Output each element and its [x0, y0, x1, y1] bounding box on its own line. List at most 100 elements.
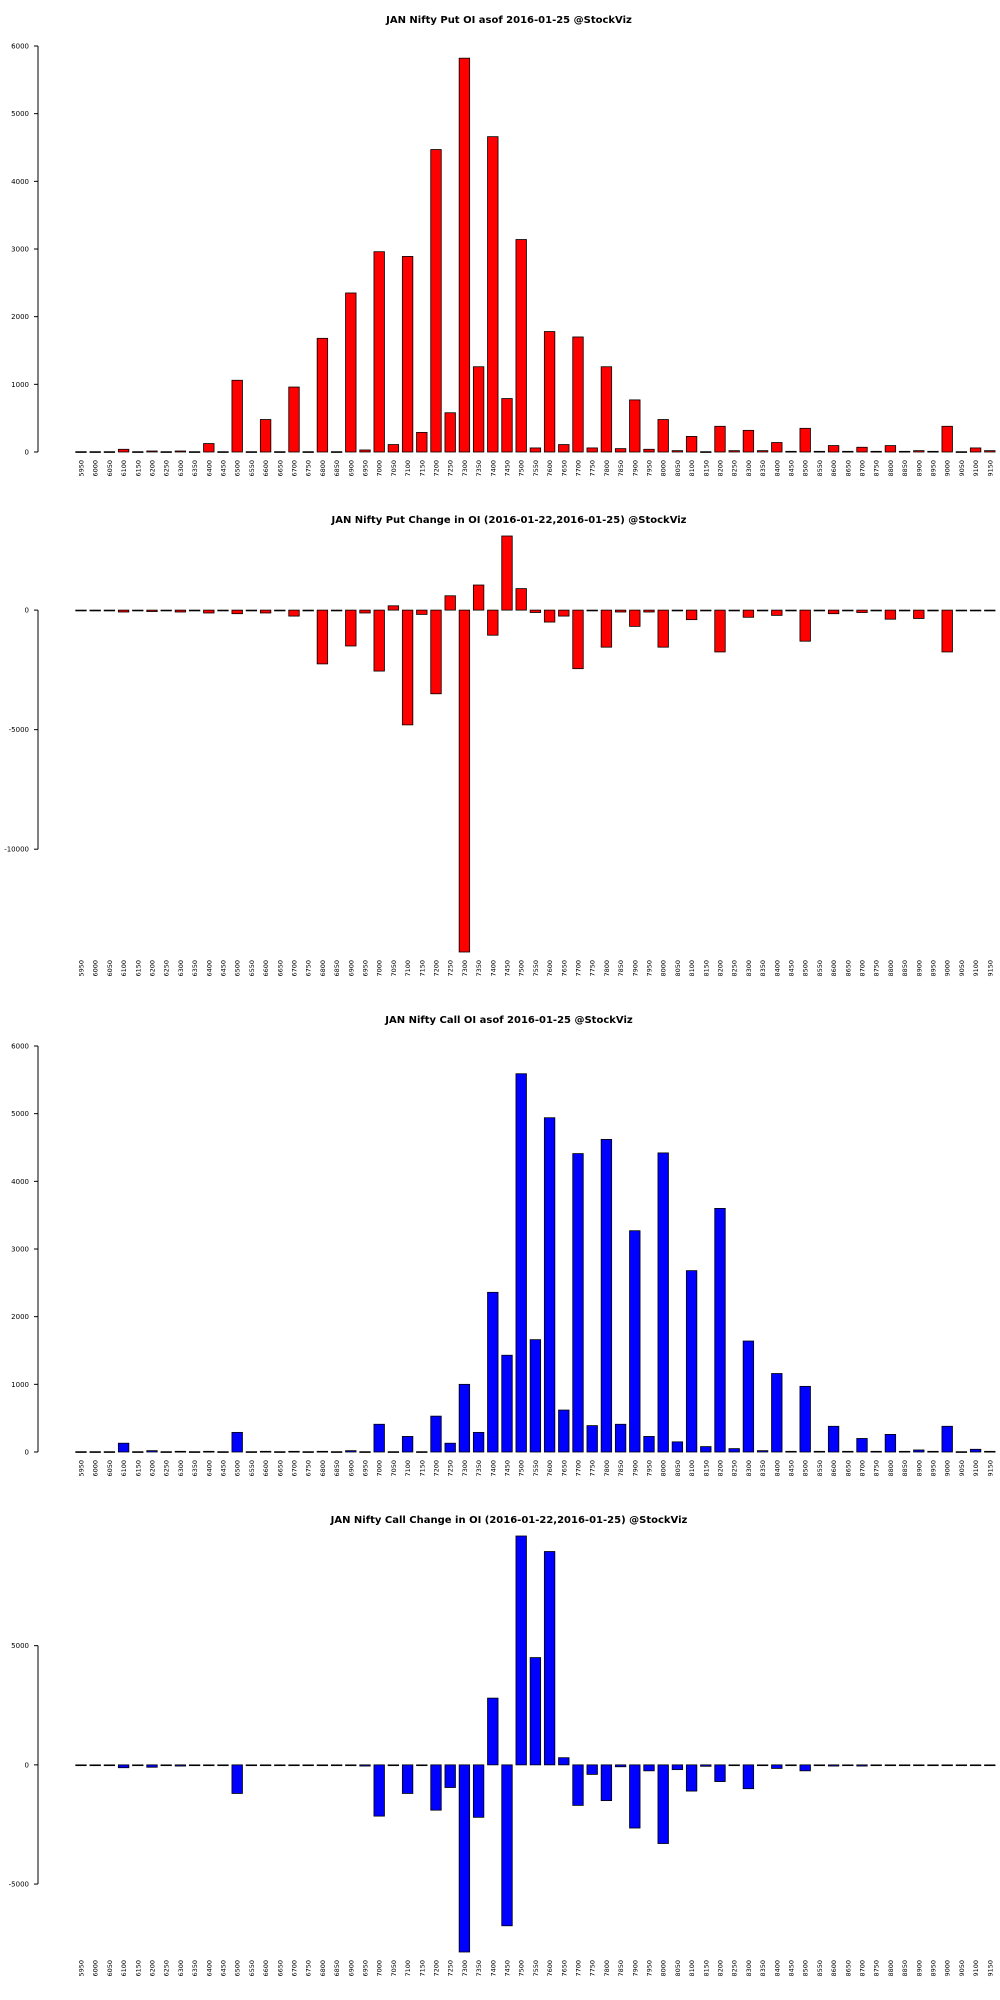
- x-tick-label: 6100: [120, 960, 128, 977]
- bar-8800: [884, 1434, 897, 1453]
- x-tick-label: 6600: [262, 460, 270, 477]
- x-tick-label: 8200: [717, 1460, 725, 1477]
- x-tick-label: 6850: [333, 460, 341, 477]
- bar-8300: [742, 429, 755, 453]
- x-tick-label: 8750: [873, 960, 881, 977]
- bar-7950: [643, 609, 655, 613]
- x-tick-label: 8950: [930, 960, 938, 977]
- x-tick-label: 8700: [859, 1460, 867, 1477]
- x-tick-label: 7000: [376, 960, 384, 977]
- y-tick-label: 5000: [11, 1110, 29, 1118]
- x-tick-label: 7600: [546, 460, 554, 477]
- bar-9000: [941, 425, 953, 453]
- x-tick-label: 7000: [376, 1460, 384, 1477]
- bar-6900: [345, 292, 357, 453]
- bar-7950: [643, 1764, 655, 1772]
- bar-7350: [472, 584, 485, 611]
- x-tick-label: 7200: [433, 460, 441, 477]
- bar-5950: [75, 1764, 87, 1767]
- x-tick-label: 8800: [887, 1960, 895, 1977]
- bar-6000: [89, 609, 101, 612]
- bar-8950: [927, 609, 939, 612]
- x-tick-label: 8550: [816, 460, 824, 477]
- x-tick-label: 6550: [248, 460, 256, 477]
- bar-6000: [89, 1764, 101, 1767]
- x-tick-label: 9050: [958, 460, 966, 477]
- bar-7350: [472, 1764, 485, 1818]
- x-tick-label: 7950: [646, 960, 654, 977]
- bar-6950: [359, 609, 371, 614]
- y-tick-label: 5000: [11, 1642, 29, 1650]
- x-tick-label: 7050: [390, 460, 398, 477]
- x-tick-label: 8050: [674, 1960, 682, 1977]
- bar-7550: [529, 447, 542, 453]
- x-tick-label: 6850: [333, 1460, 341, 1477]
- bar-7200: [430, 1764, 442, 1811]
- x-tick-label: 8350: [759, 460, 767, 477]
- bar-8200: [714, 609, 726, 653]
- bar-7600: [543, 609, 556, 623]
- x-tick-label: 7150: [418, 1960, 426, 1977]
- bar-9050: [955, 1764, 968, 1767]
- x-tick-label: 7650: [560, 1460, 568, 1477]
- bar-8700: [856, 1764, 868, 1767]
- x-tick-label: 7600: [546, 1460, 554, 1477]
- x-tick-label: 7450: [504, 1460, 512, 1477]
- bar-8000: [657, 1152, 669, 1453]
- put-oi-chart-svg: JAN Nifty Put OI asof 2016-01-25 @StockV…: [11, 15, 996, 477]
- x-tick-label: 8650: [844, 960, 852, 977]
- bar-6550: [245, 609, 258, 612]
- bar-7400: [487, 609, 499, 636]
- x-tick-label: 8200: [717, 1960, 725, 1977]
- x-tick-label: 7850: [617, 1460, 625, 1477]
- bar-7800: [600, 366, 613, 453]
- bar-5950: [75, 451, 87, 453]
- bar-6300: [174, 450, 187, 453]
- y-tick-label: 0: [25, 607, 29, 615]
- bar-9150: [984, 1450, 996, 1453]
- x-tick-label: 7050: [390, 1960, 398, 1977]
- x-tick-label: 7250: [447, 1960, 455, 1977]
- x-tick-label: 8500: [802, 1960, 810, 1977]
- bar-8950: [927, 450, 939, 453]
- bar-7800: [600, 609, 613, 648]
- bar-6700: [288, 1764, 300, 1767]
- y-tick-label: 6000: [11, 43, 29, 51]
- x-tick-label: 9000: [944, 1960, 952, 1977]
- bar-6350: [188, 1451, 201, 1453]
- x-tick-label: 9150: [986, 960, 994, 977]
- x-tick-label: 8650: [844, 460, 852, 477]
- bar-6550: [245, 1764, 258, 1767]
- bar-6100: [117, 1442, 130, 1453]
- x-tick-label: 7750: [589, 1960, 597, 1977]
- bar-8250: [728, 1764, 740, 1767]
- bar-9000: [941, 1425, 953, 1453]
- bar-8150: [700, 609, 712, 612]
- x-tick-label: 9100: [972, 460, 980, 477]
- x-tick-label: 6400: [205, 460, 213, 477]
- bar-8600: [827, 445, 840, 453]
- x-tick-label: 8150: [702, 460, 710, 477]
- chart-title: JAN Nifty Put Change in OI (2016-01-22,2…: [330, 515, 686, 526]
- bar-7500: [515, 1535, 527, 1766]
- x-tick-label: 6900: [347, 1460, 355, 1477]
- x-tick-label: 7200: [433, 960, 441, 977]
- bar-6000: [89, 451, 101, 453]
- bar-6900: [345, 609, 357, 647]
- x-tick-label: 7250: [447, 1460, 455, 1477]
- x-tick-label: 8350: [759, 1960, 767, 1977]
- x-tick-label: 6150: [134, 960, 142, 977]
- bar-6800: [316, 1450, 329, 1453]
- x-tick-label: 7850: [617, 460, 625, 477]
- x-tick-label: 7250: [447, 960, 455, 977]
- x-tick-label: 6700: [291, 1960, 299, 1977]
- x-tick-label: 7750: [589, 1460, 597, 1477]
- x-tick-label: 8550: [816, 1960, 824, 1977]
- x-tick-label: 7550: [532, 1460, 540, 1477]
- call-oi-chart-svg: JAN Nifty Call OI asof 2016-01-25 @Stock…: [11, 1015, 996, 1477]
- bar-8250: [728, 609, 740, 612]
- x-tick-label: 6050: [106, 960, 114, 977]
- x-tick-label: 7800: [603, 1960, 611, 1977]
- bar-8650: [842, 609, 854, 612]
- bar-7300: [458, 57, 471, 453]
